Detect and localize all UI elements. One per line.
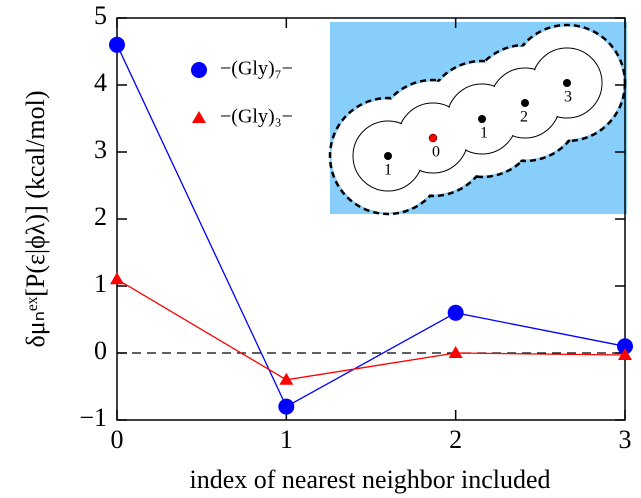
x-tick-label: 1: [280, 425, 293, 454]
point: [618, 348, 632, 361]
inset-label: 2: [520, 109, 528, 126]
inset-label: 1: [384, 162, 392, 179]
y-axis-label: δμₙᵉˣ[P(ε|ϕλ)] (kcal/mol): [21, 90, 50, 347]
legend-marker: [191, 62, 207, 78]
inset-label: 1: [480, 125, 488, 142]
x-axis-label: index of nearest neighbor included: [190, 465, 551, 494]
legend-label: −(Gly)₃−: [220, 106, 293, 128]
x-tick-label: 3: [619, 425, 632, 454]
series-line: [116, 278, 626, 381]
atom: [478, 115, 486, 123]
legend-label: −(Gly)₇−: [220, 58, 293, 80]
y-tick-label: 0: [94, 336, 107, 365]
point: [109, 36, 125, 53]
y-tick-label: 5: [94, 1, 107, 30]
atom: [428, 133, 438, 143]
point: [448, 346, 463, 358]
y-tick-label: 2: [94, 202, 107, 231]
point: [278, 398, 295, 415]
point: [447, 304, 464, 321]
point: [617, 338, 633, 355]
atom: [521, 99, 529, 107]
y-tick-label: −1: [79, 403, 107, 432]
legend-marker: [192, 111, 206, 123]
atom: [384, 152, 392, 160]
y-tick-label: 4: [94, 68, 107, 97]
x-tick-label: 0: [111, 425, 124, 454]
y-tick-label: 3: [94, 135, 107, 164]
series-line: [116, 44, 626, 408]
inset-label: 3: [564, 89, 572, 106]
inset: 1 0 1 2 3: [328, 22, 627, 216]
x-tick-label: 2: [449, 425, 462, 454]
point: [110, 272, 124, 285]
y-tick-label: 1: [94, 269, 107, 298]
atom: [563, 79, 571, 87]
point: [279, 372, 294, 385]
inset-label: 0: [432, 144, 440, 161]
